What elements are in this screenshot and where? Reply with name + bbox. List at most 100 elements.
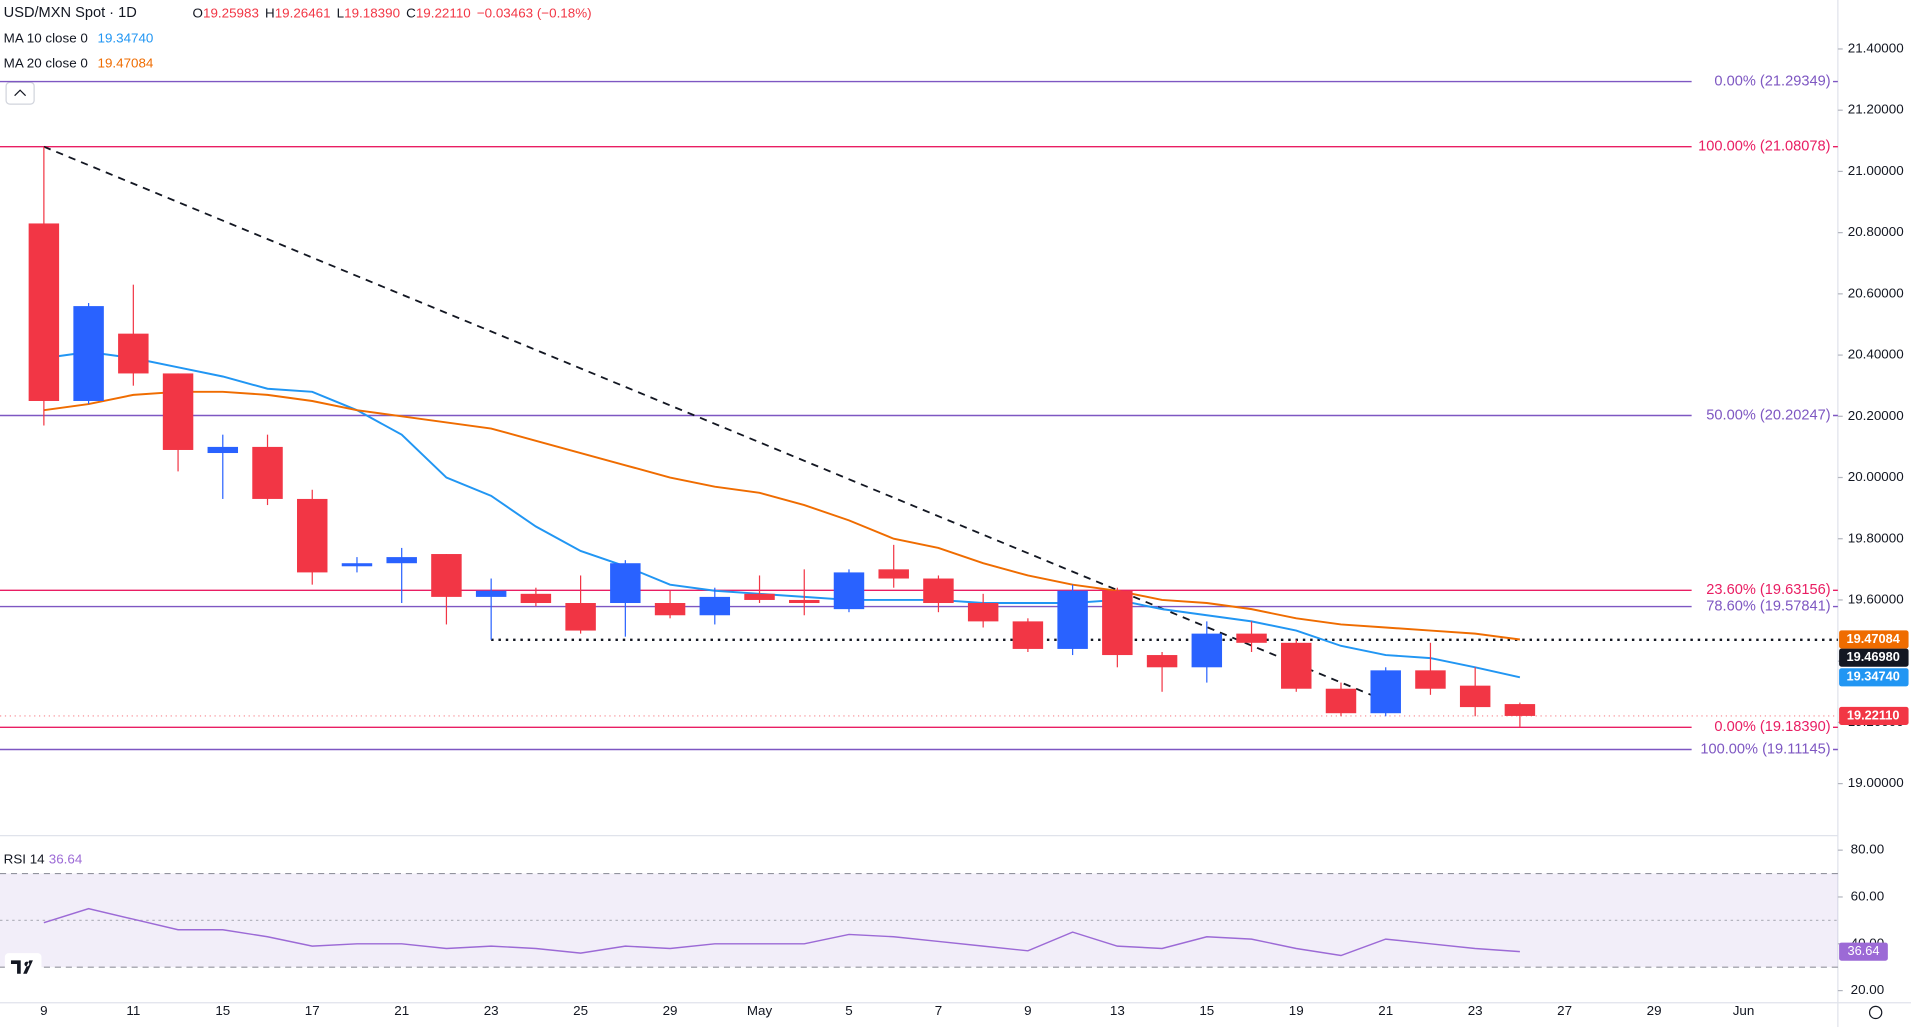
collapse-icon [14, 89, 27, 97]
ohlc-change: −0.03463 (−0.18%) [477, 5, 592, 20]
x-tick-label: 11 [126, 1003, 140, 1018]
ohlc-key: O [193, 5, 203, 20]
price-tag-label: 19.22110 [1847, 707, 1900, 722]
candle-body [297, 498, 328, 573]
price-tag [1839, 648, 1909, 667]
price-tag [1839, 630, 1909, 649]
x-tick-label: 17 [305, 1003, 320, 1018]
candle-body [520, 593, 552, 604]
candle-body [162, 373, 194, 450]
rsi-tag [1839, 942, 1888, 961]
price-tag [1839, 668, 1909, 687]
x-tick-label: 15 [215, 1003, 230, 1018]
y-tick-label: 20.60000 [1848, 285, 1904, 300]
x-tick-label: 13 [1110, 1003, 1125, 1018]
fib-label: 0.00% (19.18390) [1714, 719, 1830, 735]
fib-label: 0.00% (21.29349) [1714, 73, 1830, 89]
x-tick-label: 7 [935, 1003, 942, 1018]
y-tick-label: 20.20000 [1848, 408, 1904, 423]
x-tick-label: 29 [1647, 1003, 1662, 1018]
legend-value: 19.34740 [98, 30, 154, 45]
y-tick-label: 20.00000 [1848, 469, 1904, 484]
rsi-title: RSI 14 [4, 851, 46, 866]
x-tick-label: 9 [1024, 1003, 1031, 1018]
candle-body [744, 593, 775, 600]
moving-average-line [43, 351, 1521, 679]
candle-body [1415, 670, 1446, 689]
x-tick-label: 5 [845, 1003, 852, 1018]
x-tick-label: 29 [663, 1003, 678, 1018]
ohlc-key: C [406, 5, 416, 20]
price-tag-label: 19.46980 [1847, 649, 1900, 664]
candle-body [1281, 642, 1312, 689]
candle-body [878, 569, 909, 579]
moving-average-line [43, 390, 1521, 641]
fib-label: 100.00% (19.11145) [1700, 741, 1830, 757]
fib-label: 78.60% (19.57841) [1706, 598, 1830, 614]
y-tick-label: 20.80000 [1848, 224, 1904, 239]
legend-name: MA 20 close 0 [4, 56, 88, 71]
candle-body [73, 306, 104, 401]
y-tick-label: 21.00000 [1848, 163, 1904, 178]
candle-body [118, 333, 149, 374]
fib-label-bg [1691, 581, 1833, 599]
settings-icon[interactable] [1868, 1005, 1883, 1020]
ohlc-key: H [265, 5, 275, 20]
candle-body [1504, 704, 1536, 716]
ohlc-legend: O19.25983 H19.26461 L19.18390 C19.22110 −0.0… [193, 5, 592, 20]
y-tick-label: 19.60000 [1848, 592, 1904, 607]
x-tick-label: Jun [1733, 1003, 1755, 1018]
rsi-tag-label: 36.64 [1847, 943, 1879, 958]
ohlc-value: 19.25983 [203, 5, 259, 20]
candle-body [1012, 621, 1044, 649]
fib-label: 50.00% (20.20247) [1706, 407, 1830, 423]
candle-body [1102, 590, 1133, 656]
candle-body [341, 563, 373, 567]
y-tick-label: 21.20000 [1848, 102, 1904, 117]
fib-label: 100.00% (21.08078) [1698, 139, 1830, 155]
fib-label: 23.60% (19.63156) [1706, 582, 1830, 598]
x-tick-label: 27 [1557, 1003, 1572, 1018]
rsi-line [43, 907, 1520, 957]
candle-body [28, 223, 60, 401]
fib-label-bg [1691, 718, 1833, 736]
price-tag-label: 19.47084 [1847, 631, 1901, 646]
y-tick-label: 20.40000 [1848, 347, 1904, 362]
marks-layer [28, 145, 1838, 957]
fib-label-bg [1691, 741, 1833, 758]
price-tag-label: 19.34740 [1847, 669, 1900, 684]
y-tick-label: 19.80000 [1848, 530, 1904, 545]
candle-body [207, 446, 239, 454]
candle-body [610, 563, 641, 604]
candle-body [1459, 685, 1491, 708]
y-tick-label: 19.00000 [1848, 775, 1904, 790]
x-tick-label: 21 [1378, 1003, 1393, 1018]
candle-body [789, 599, 820, 604]
x-tick-label: 23 [1468, 1003, 1483, 1018]
legend-name: MA 10 close 0 [4, 30, 88, 45]
logo-box [4, 953, 42, 980]
y-tick-label: 60.00 [1851, 889, 1885, 904]
ohlc-value: 19.22110 [416, 5, 471, 20]
x-tick-label: 9 [40, 1003, 47, 1018]
ohlc-value: 19.26461 [275, 5, 331, 20]
grid-layer [0, 48, 1843, 992]
fib-label-bg [1691, 407, 1833, 425]
fib-label-bg [1691, 73, 1833, 91]
x-tick-label: 23 [484, 1003, 499, 1018]
candle-body [475, 590, 507, 597]
candle-body [967, 603, 999, 622]
x-tick-label: 15 [1199, 1003, 1214, 1018]
candle-body [1325, 688, 1357, 714]
rsi-value: 36.64 [49, 851, 83, 866]
collapse-button[interactable] [5, 81, 35, 105]
candle-body [1146, 655, 1178, 668]
candle-body [1236, 633, 1267, 643]
candle-body [252, 446, 283, 499]
text-layer: 19.0000019.2000019.4000019.6000019.80000… [4, 5, 1909, 1018]
x-tick-label: 19 [1289, 1003, 1304, 1018]
y-tick-label: 80.00 [1851, 842, 1885, 857]
